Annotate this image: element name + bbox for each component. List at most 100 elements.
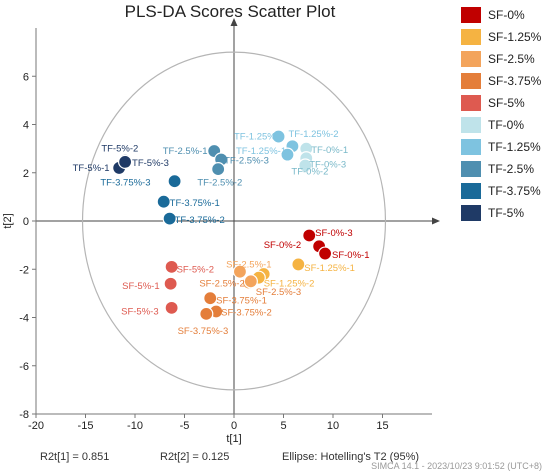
- x-axis-arrow: [432, 217, 440, 225]
- point-label: SF-3.75%-1: [216, 296, 267, 307]
- point-label: TF-0%-1: [311, 145, 348, 156]
- data-point: [271, 129, 286, 144]
- data-point: [243, 274, 258, 289]
- legend-swatch: [461, 73, 481, 89]
- point-label: SF-1.25%-1: [304, 263, 355, 274]
- point-label: SF-0%-3: [315, 228, 352, 239]
- x-axis-label: t[1]: [226, 433, 241, 445]
- legend-label: SF-5%: [488, 96, 525, 110]
- point-label: SF-0%-2: [264, 240, 301, 251]
- legend-swatch: [461, 51, 481, 67]
- r2t2-stat: R2t[2] = 0.125: [160, 451, 230, 463]
- legend-swatch: [461, 7, 481, 23]
- legend-swatch: [461, 29, 481, 45]
- x-tick-label: -20: [28, 420, 44, 432]
- data-point: [163, 276, 178, 291]
- data-point: [117, 154, 133, 169]
- y-tick-label: -2: [19, 264, 29, 276]
- y-axis-arrow: [230, 18, 238, 26]
- point-label: TF-2.5%-3: [224, 156, 269, 167]
- x-tick-label: 15: [376, 420, 388, 432]
- point-label: SF-5%-2: [177, 264, 214, 275]
- legend-item: TF-5%: [461, 203, 547, 223]
- legend-swatch: [461, 117, 481, 133]
- point-label: SF-3.75%-2: [221, 308, 272, 319]
- point-label: SF-0%-1: [332, 250, 369, 261]
- data-point: [298, 158, 313, 173]
- legend-label: TF-1.25%: [488, 140, 541, 154]
- point-label: TF-5%-3: [132, 158, 169, 169]
- point-label: TF-1.25%-1: [236, 146, 286, 157]
- data-point: [232, 264, 248, 279]
- point-label: TF-3.75%-2: [175, 215, 225, 226]
- point-label: TF-1.25%-3: [234, 132, 284, 143]
- legend: SF-0% SF-1.25% SF-2.5% SF-3.75% SF-5% TF-0% TF…: [461, 5, 547, 225]
- x-tick-label: -10: [127, 420, 143, 432]
- legend-label: SF-3.75%: [488, 74, 542, 88]
- legend-label: SF-0%: [488, 8, 525, 22]
- legend-item: SF-1.25%: [461, 27, 547, 47]
- legend-label: TF-0%: [488, 118, 524, 132]
- x-tick-label: 0: [231, 420, 237, 432]
- point-label: SF-2.5%-3: [256, 287, 301, 298]
- point-label: TF-5%-1: [73, 163, 110, 174]
- ellipse-caption: Ellipse: Hotelling's T2 (95%): [282, 451, 420, 463]
- data-point: [211, 162, 226, 177]
- y-tick-label: 2: [23, 168, 29, 180]
- data-point: [203, 291, 218, 306]
- chart-title: PLS-DA Scores Scatter Plot: [124, 2, 336, 21]
- point-label: TF-3.75%-1: [170, 198, 220, 209]
- point-label: SF-1.25%-2: [264, 279, 315, 290]
- x-tick-label: -5: [180, 420, 190, 432]
- data-point: [167, 174, 182, 189]
- data-point: [156, 194, 171, 209]
- hotelling-ellipse: [81, 51, 387, 391]
- r2t1-stat: R2t[1] = 0.851: [40, 451, 110, 463]
- y-tick-label: -8: [19, 409, 29, 421]
- legend-label: SF-2.5%: [488, 52, 535, 66]
- y-tick-label: 0: [23, 216, 29, 228]
- data-point: [164, 300, 179, 315]
- data-point: [317, 246, 333, 261]
- legend-item: TF-0%: [461, 115, 547, 135]
- point-label: TF-5%-2: [101, 144, 138, 155]
- point-label: TF-2.5%-2: [197, 177, 242, 188]
- point-label: SF-3.75%-3: [178, 326, 229, 337]
- legend-swatch: [461, 95, 481, 111]
- data-point: [199, 306, 214, 321]
- y-axis-label: t[2]: [2, 213, 14, 228]
- y-tick-label: 6: [23, 71, 29, 83]
- point-label: TF-0%-3: [309, 159, 346, 170]
- data-point: [291, 257, 306, 272]
- y-tick-label: 4: [23, 120, 29, 132]
- y-tick-label: -6: [19, 361, 29, 373]
- point-label: SF-2.5%-2: [199, 279, 244, 290]
- y-tick-label: -4: [19, 313, 29, 325]
- legend-item: TF-2.5%: [461, 159, 547, 179]
- point-label: SF-5%-1: [122, 281, 159, 292]
- point-label: SF-2.5%-1: [226, 259, 271, 270]
- software-stamp: SIMCA 14.1 - 2023/10/23 9:01:52 (UTC+8): [371, 461, 542, 471]
- legend-swatch: [461, 161, 481, 177]
- point-label: SF-5%-3: [121, 306, 158, 317]
- data-point: [162, 211, 177, 226]
- data-point: [164, 259, 179, 274]
- point-label: TF-3.75%-3: [100, 177, 150, 188]
- legend-label: TF-2.5%: [488, 162, 535, 176]
- point-label: TF-0%-2: [291, 167, 328, 178]
- x-tick-label: 10: [327, 420, 339, 432]
- legend-item: SF-0%: [461, 5, 547, 25]
- x-tick-label: 5: [280, 420, 286, 432]
- legend-item: TF-3.75%: [461, 181, 547, 201]
- legend-label: TF-5%: [488, 206, 524, 220]
- point-label: TF-2.5%-1: [163, 146, 208, 157]
- legend-swatch: [461, 139, 481, 155]
- legend-label: TF-3.75%: [488, 184, 541, 198]
- legend-item: SF-3.75%: [461, 71, 547, 91]
- legend-swatch: [461, 205, 481, 221]
- legend-label: SF-1.25%: [488, 30, 542, 44]
- legend-item: SF-5%: [461, 93, 547, 113]
- point-label: TF-1.25%-2: [288, 129, 338, 140]
- data-point: [302, 228, 317, 243]
